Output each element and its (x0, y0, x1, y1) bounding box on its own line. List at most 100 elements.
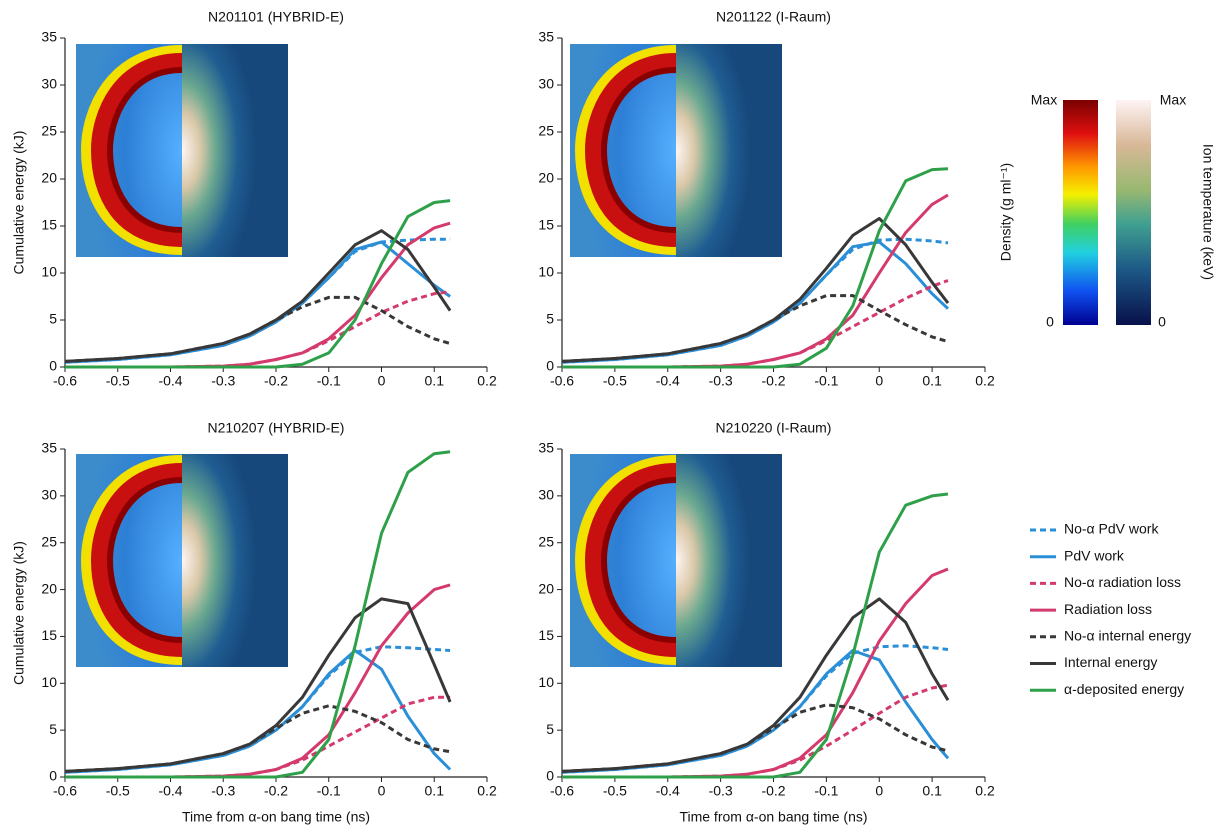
x-tick-label: 0.2 (477, 373, 497, 389)
legend-label: No-α PdV work (1064, 521, 1159, 537)
x-tick-label: -0.1 (317, 373, 341, 389)
x-tick-label: 0 (875, 783, 883, 799)
y-tick-label: 35 (538, 29, 554, 45)
y-axis-label: Cumulative energy (kJ) (11, 131, 27, 275)
x-tick-label: -0.6 (550, 783, 574, 799)
y-tick-label: 20 (41, 580, 57, 596)
legend-label: PdV work (1064, 547, 1125, 563)
legend-label: Radiation loss (1064, 601, 1152, 617)
series-line (64, 597, 452, 773)
x-tick-label: 0 (875, 373, 883, 389)
y-tick-label: 25 (538, 123, 554, 139)
y-tick-label: 5 (546, 311, 554, 327)
temperature-colorbar (1116, 100, 1151, 325)
y-tick-label: 10 (538, 674, 554, 690)
inset-image (570, 44, 782, 257)
y-tick-label: 10 (41, 264, 57, 280)
x-tick-label: -0.1 (814, 783, 838, 799)
x-tick-label: -0.1 (814, 373, 838, 389)
inset-image (76, 454, 288, 667)
y-tick-label: 0 (49, 768, 57, 784)
x-tick-label: 0 (378, 373, 386, 389)
x-tick-label: -0.3 (211, 783, 235, 799)
x-tick-label: -0.6 (53, 783, 77, 799)
x-tick-label: -0.5 (603, 373, 627, 389)
legend-label: Internal energy (1064, 654, 1157, 670)
x-tick-label: 0.2 (477, 783, 497, 799)
y-tick-label: 25 (538, 533, 554, 549)
chart-title: N210207 (HYBRID-E) (208, 420, 345, 436)
x-tick-label: -0.3 (211, 373, 235, 389)
inset-image (76, 44, 288, 257)
x-tick-label: -0.2 (761, 373, 785, 389)
y-tick-label: 0 (546, 768, 554, 784)
y-tick-label: 35 (41, 440, 57, 456)
y-tick-label: 30 (538, 76, 554, 92)
x-tick-label: -0.4 (656, 783, 680, 799)
series-line (562, 683, 949, 779)
y-tick-label: 5 (49, 721, 57, 737)
series-line (561, 240, 950, 364)
x-tick-label: -0.3 (709, 373, 733, 389)
series-line (561, 649, 950, 774)
x-tick-label: 0.1 (425, 373, 445, 389)
density-colorbar (1063, 100, 1098, 325)
y-tick-label: 5 (546, 721, 554, 737)
x-tick-label: 0.2 (975, 373, 995, 389)
y-tick-label: 25 (41, 533, 57, 549)
y-tick-label: 15 (538, 627, 554, 643)
y-tick-label: 20 (538, 580, 554, 596)
x-tick-label: -0.4 (656, 373, 680, 389)
x-tick-label: -0.5 (106, 373, 130, 389)
x-axis-label: Time from α-on bang time (ns) (182, 809, 370, 825)
y-tick-label: 15 (41, 627, 57, 643)
legend-label: No-α internal energy (1064, 628, 1191, 644)
series-line (64, 237, 451, 364)
y-tick-label: 15 (41, 217, 57, 233)
x-tick-label: -0.1 (317, 783, 341, 799)
colorbar-label: Ion temperature (keV) (1200, 144, 1216, 280)
x-tick-label: -0.2 (761, 783, 785, 799)
y-tick-label: 15 (538, 217, 554, 233)
inset-image (570, 454, 782, 667)
x-tick-label: -0.5 (603, 783, 627, 799)
x-tick-label: -0.3 (709, 783, 733, 799)
y-tick-label: 35 (41, 29, 57, 45)
y-tick-label: 20 (41, 170, 57, 186)
y-tick-label: 25 (41, 123, 57, 139)
legend-label: α-deposited energy (1064, 681, 1184, 697)
y-tick-label: 10 (41, 674, 57, 690)
x-tick-label: 0.2 (975, 783, 995, 799)
chart-title: N201101 (HYBRID-E) (208, 9, 344, 25)
series-line (64, 229, 452, 363)
legend-label: No-α radiation loss (1064, 574, 1181, 590)
x-tick-label: 0.1 (425, 783, 445, 799)
chart-title: N210220 (I-Raum) (716, 420, 832, 436)
chart-title: N201122 (I-Raum) (716, 9, 831, 25)
y-tick-label: 0 (49, 358, 57, 374)
series-line (65, 450, 451, 779)
series-line (562, 279, 949, 369)
y-tick-label: 35 (538, 440, 554, 456)
colorbar-max: Max (1160, 92, 1186, 108)
series-line (561, 217, 950, 363)
x-tick-label: -0.6 (53, 373, 77, 389)
y-tick-label: 30 (538, 487, 554, 503)
x-tick-label: -0.6 (550, 373, 574, 389)
x-tick-label: 0.1 (922, 783, 942, 799)
x-tick-label: 0 (378, 783, 386, 799)
series-line (561, 294, 949, 363)
y-tick-label: 10 (538, 264, 554, 280)
y-axis-label: Cumulative energy (kJ) (11, 541, 27, 685)
series-line (561, 597, 950, 773)
series-line (562, 167, 949, 369)
colorbar-max: Max (1031, 92, 1057, 108)
y-tick-label: 30 (41, 76, 57, 92)
x-axis-label: Time from α-on bang time (ns) (679, 809, 867, 825)
series-line (561, 703, 949, 773)
x-tick-label: -0.2 (264, 373, 288, 389)
colorbar-min: 0 (1158, 314, 1166, 330)
y-tick-label: 30 (41, 487, 57, 503)
x-tick-label: -0.4 (158, 373, 182, 389)
